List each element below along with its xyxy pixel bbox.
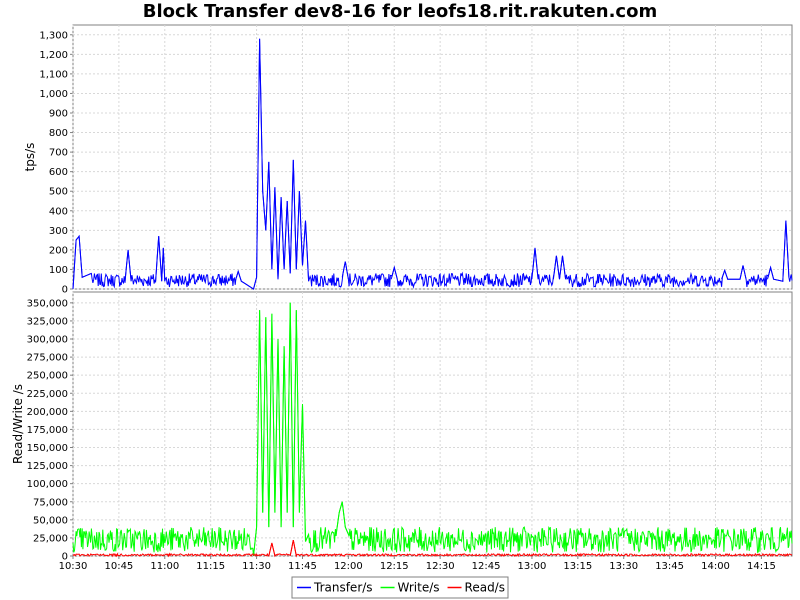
x-tick-label: 11:30 [242,561,271,572]
y-tick-label: 350,000 [27,298,68,309]
y-tick-label: 150,000 [27,443,68,454]
y-tick-label: 275,000 [27,353,68,364]
y-tick-label: 600 [49,167,68,178]
x-tick-label: 14:15 [747,561,776,572]
series-line-write-s [72,302,793,557]
y-tick-label: 500 [49,187,68,198]
x-tick-label: 12:15 [380,561,409,572]
y-tick-label: 100,000 [27,479,68,490]
x-tick-label: 13:45 [655,561,684,572]
y-tick-label: 1,000 [39,89,68,100]
y-tick-label: 325,000 [27,316,68,327]
series-peak-transfer-s [390,265,398,280]
x-tick-label: 13:00 [518,561,547,572]
y-axis-label: Read/Write /s [11,384,25,464]
y-axis-label: tps/s [23,143,37,172]
y-tick-label: 25,000 [33,533,68,544]
x-tick-label: 10:30 [59,561,88,572]
series-peak-transfer-s [767,220,790,282]
y-tick-label: 200,000 [27,407,68,418]
y-tick-label: 1,200 [39,50,68,61]
y-tick-label: 400 [49,206,68,217]
series-peak-transfer-s [155,236,166,282]
x-tick-label: 11:15 [196,561,225,572]
series-peak-transfer-s [341,261,349,280]
y-tick-label: 175,000 [27,425,68,436]
series-peak-transfer-s [72,234,92,290]
y-tick-label: 700 [49,148,68,159]
y-tick-label: 250,000 [27,371,68,382]
legend-entry: Transfer/s [313,581,373,595]
series-peak-read-s [268,542,276,557]
x-tick-label: 11:00 [150,561,179,572]
x-tick-label: 14:00 [701,561,730,572]
series-peak-transfer-s [531,247,539,280]
y-tick-label: 100 [49,265,68,276]
y-tick-label: 225,000 [27,389,68,400]
series-peak-write-s [253,302,310,557]
y-tick-label: 1,300 [39,30,68,41]
y-tick-label: 0 [62,552,68,563]
series-line-read-s [72,540,793,558]
y-tick-label: 1,100 [39,69,68,80]
plot-area-1 [72,24,793,290]
y-tick-label: 200 [49,245,68,256]
x-tick-label: 11:45 [288,561,317,572]
x-tick-label: 12:45 [472,561,501,572]
x-tick-label: 13:30 [609,561,638,572]
series-peak-transfer-s [721,265,747,280]
legend-entry: Write/s [398,581,440,595]
y-tick-label: 900 [49,109,68,120]
y-tick-label: 75,000 [33,497,68,508]
legend [291,576,509,599]
y-tick-label: 300,000 [27,335,68,346]
y-tick-label: 0 [62,285,68,296]
y-tick-label: 300 [49,226,68,237]
plot-area-2 [72,291,793,557]
y-tick-label: 125,000 [27,461,68,472]
x-tick-label: 12:00 [334,561,363,572]
y-tick-label: 800 [49,128,68,139]
y-tick-label: 50,000 [33,515,68,526]
series-peak-transfer-s [234,38,310,290]
series-line-transfer-s [72,38,793,290]
x-tick-label: 10:45 [104,561,133,572]
x-tick-label: 13:15 [563,561,592,572]
chart-title: Block Transfer dev8-16 for leofs18.rit.r… [142,1,658,22]
legend-entry: Read/s [465,581,505,595]
x-tick-label: 12:30 [426,561,455,572]
series-peak-read-s [289,540,297,557]
series-peak-transfer-s [552,255,567,280]
series-peak-transfer-s [124,249,132,282]
series-peak-write-s [335,501,349,535]
